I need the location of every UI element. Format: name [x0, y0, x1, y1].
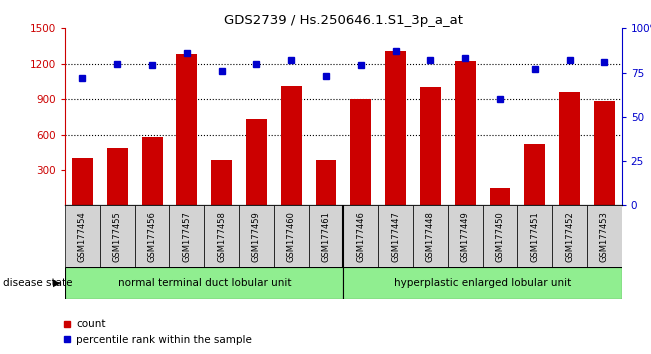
Bar — [72, 158, 93, 205]
Bar — [246, 119, 267, 205]
Text: GSM177458: GSM177458 — [217, 211, 226, 262]
Text: ▶: ▶ — [53, 278, 61, 288]
Bar — [413, 205, 448, 267]
Bar — [490, 188, 510, 205]
Bar — [524, 144, 545, 205]
Bar — [518, 205, 552, 267]
Bar — [169, 205, 204, 267]
Bar — [454, 61, 476, 205]
Legend: count, percentile rank within the sample: count, percentile rank within the sample — [57, 315, 256, 349]
Bar — [344, 205, 378, 267]
Text: GSM177447: GSM177447 — [391, 211, 400, 262]
Bar — [65, 267, 344, 299]
Text: GSM177452: GSM177452 — [565, 211, 574, 262]
Bar — [274, 205, 309, 267]
Text: GSM177449: GSM177449 — [461, 211, 469, 262]
Bar — [344, 267, 622, 299]
Bar — [587, 205, 622, 267]
Bar — [176, 54, 197, 205]
Bar — [594, 102, 615, 205]
Bar — [142, 137, 163, 205]
Title: GDS2739 / Hs.250646.1.S1_3p_a_at: GDS2739 / Hs.250646.1.S1_3p_a_at — [224, 14, 463, 27]
Bar — [100, 205, 135, 267]
Text: disease state: disease state — [3, 278, 73, 288]
Bar — [107, 148, 128, 205]
Bar — [204, 205, 239, 267]
Text: GSM177461: GSM177461 — [322, 211, 331, 262]
Bar — [482, 205, 518, 267]
Bar — [552, 205, 587, 267]
Bar — [350, 99, 371, 205]
Bar — [316, 160, 337, 205]
Text: GSM177456: GSM177456 — [148, 211, 157, 262]
Bar — [211, 160, 232, 205]
Text: GSM177450: GSM177450 — [495, 211, 505, 262]
Text: GSM177446: GSM177446 — [356, 211, 365, 262]
Bar — [420, 87, 441, 205]
Bar — [135, 205, 169, 267]
Text: hyperplastic enlarged lobular unit: hyperplastic enlarged lobular unit — [394, 278, 571, 288]
Text: GSM177453: GSM177453 — [600, 211, 609, 262]
Text: GSM177457: GSM177457 — [182, 211, 191, 262]
Bar — [448, 205, 482, 267]
Text: GSM177455: GSM177455 — [113, 211, 122, 262]
Text: normal terminal duct lobular unit: normal terminal duct lobular unit — [117, 278, 291, 288]
Bar — [385, 51, 406, 205]
Bar — [281, 86, 301, 205]
Bar — [239, 205, 274, 267]
Text: GSM177460: GSM177460 — [286, 211, 296, 262]
Text: GSM177459: GSM177459 — [252, 211, 261, 262]
Bar — [65, 205, 100, 267]
Text: GSM177454: GSM177454 — [78, 211, 87, 262]
Bar — [378, 205, 413, 267]
Text: GSM177448: GSM177448 — [426, 211, 435, 262]
Bar — [559, 92, 580, 205]
Text: GSM177451: GSM177451 — [530, 211, 539, 262]
Bar — [309, 205, 343, 267]
